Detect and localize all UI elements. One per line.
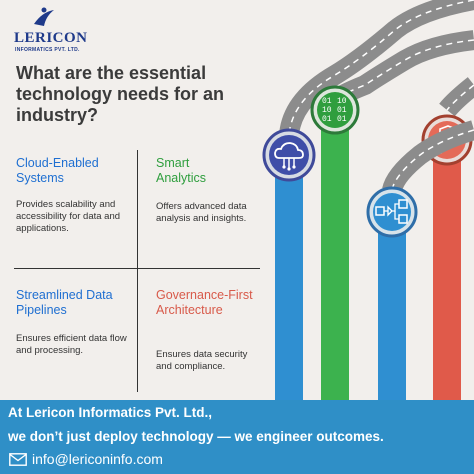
road-pipelines <box>366 120 474 400</box>
data-pipelines-title: Streamlined Data Pipelines <box>16 288 113 317</box>
binary-line-5: 01 <box>337 106 347 115</box>
road-analytics <box>310 30 474 400</box>
logo-subtitle: INFORMATICS PVT. LTD. <box>15 47 80 53</box>
roads-illustration: 01 10 01 10 01 01 <box>262 0 474 400</box>
page-heading: What are the essential technology needs … <box>16 63 225 125</box>
binary-line-4: 10 <box>337 97 347 106</box>
binary-code-icon: 01 10 01 10 01 01 <box>322 97 347 124</box>
governance-title: Governance-First Architecture <box>156 288 253 317</box>
flowchart-icon <box>375 199 408 224</box>
data-pipelines-description: Ensures efficient data flow and processi… <box>16 333 127 356</box>
logo-brand: LERICON <box>14 30 88 46</box>
runner-logo-icon <box>34 7 54 26</box>
footer-line-2: we don’t just deploy technology — we eng… <box>8 429 384 444</box>
footer-banner <box>0 400 474 474</box>
footer-line-1: At Lericon Informatics Pvt. Ltd., <box>8 405 213 420</box>
cloud-systems-title: Cloud-Enabled Systems <box>16 156 99 185</box>
cloud-systems-description: Provides scalability and accessibility f… <box>16 199 121 234</box>
horizontal-divider <box>14 268 260 269</box>
contact-email[interactable]: info@lericoninfo.com <box>32 451 163 467</box>
smart-analytics-title: Smart Analytics <box>156 156 207 185</box>
binary-line-1: 01 <box>322 97 332 106</box>
mail-icon <box>9 453 27 466</box>
binary-line-2: 10 <box>322 106 332 115</box>
company-logo: LERICON INFORMATICS PVT. LTD. <box>8 6 98 56</box>
vertical-divider <box>137 150 138 392</box>
governance-description: Ensures data security and compliance. <box>156 349 248 372</box>
smart-analytics-description: Offers advanced data analysis and insigh… <box>156 201 247 224</box>
road-cloud <box>262 0 474 400</box>
binary-line-3: 01 <box>322 115 332 124</box>
cloud-icon <box>274 142 304 171</box>
binary-line-6: 01 <box>337 115 347 124</box>
